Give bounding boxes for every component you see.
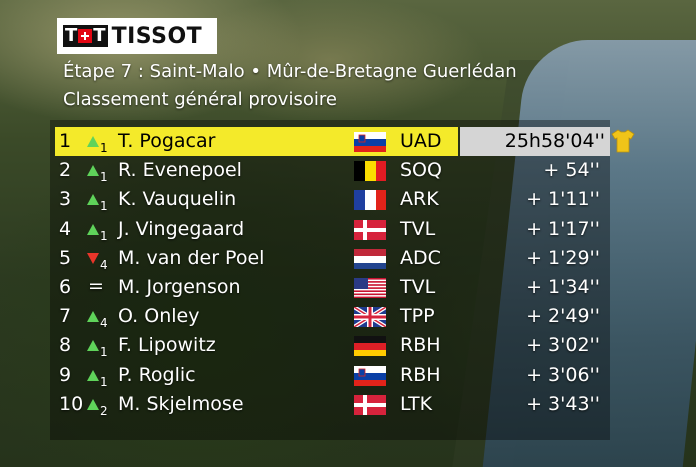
gap-time: + 1'11'' xyxy=(526,188,600,211)
team-code: TVL xyxy=(400,275,436,298)
rider-name: R. Evenepoel xyxy=(118,159,242,182)
rank: 6 xyxy=(59,275,72,298)
trend-indicator: = xyxy=(87,275,109,299)
team-code: ADC xyxy=(400,246,441,269)
rank: 3 xyxy=(59,188,72,211)
netherlands-flag xyxy=(354,248,386,269)
france-flag xyxy=(354,190,386,211)
tissot-wordmark: TISSOT xyxy=(111,23,203,49)
rank-change: 4 xyxy=(100,316,108,331)
standings-row: 7 4 O. Onley TPP + 2'49'' xyxy=(55,302,637,331)
gap-time: + 1'17'' xyxy=(526,217,600,240)
rank-change: 1 xyxy=(100,199,108,214)
standings-row: 10 2 M. Skjelmose LTK + 3'43'' xyxy=(55,390,637,419)
up-arrow-icon xyxy=(87,369,99,381)
slovenia-flag xyxy=(354,365,386,386)
standings-row: 8 1 F. Lipowitz RBH + 3'02'' xyxy=(55,331,637,360)
trend-indicator: 1 xyxy=(87,339,109,360)
usa-flag xyxy=(354,277,386,298)
down-arrow-icon xyxy=(87,252,99,264)
rank: 9 xyxy=(59,363,72,386)
gap-time: + 1'29'' xyxy=(526,246,600,269)
standings-row: 6 = M. Jorgenson TVL + 1'34'' xyxy=(55,273,637,302)
up-arrow-icon xyxy=(87,136,99,147)
trend-indicator: 1 xyxy=(87,369,109,389)
rider-name: O. Onley xyxy=(118,305,200,328)
team-code: ARK xyxy=(400,188,439,211)
standings-row: 5 4 M. van der Poel ADC + 1'29'' xyxy=(55,244,637,273)
standings-row: 9 1 P. Roglic RBH + 3'06'' xyxy=(55,361,637,390)
trend-indicator: 1 xyxy=(87,193,109,214)
germany-flag xyxy=(354,336,386,357)
team-code: RBH xyxy=(400,334,441,357)
rider-name: P. Roglic xyxy=(118,363,196,386)
yellow-jersey-icon xyxy=(611,128,635,154)
up-arrow-icon xyxy=(87,165,99,177)
unchanged-icon: = xyxy=(88,274,104,297)
rank-change: 1 xyxy=(100,170,108,185)
rider-name: K. Vauquelin xyxy=(118,188,237,211)
up-arrow-icon xyxy=(87,311,99,323)
gap-time: + 3'43'' xyxy=(526,392,600,415)
trend-indicator: 4 xyxy=(87,310,109,331)
standings-row: 3 1 K. Vauquelin ARK + 1'11'' xyxy=(55,185,637,214)
leader-highlight xyxy=(55,127,458,156)
denmark-flag xyxy=(354,219,386,240)
denmark-flag xyxy=(354,394,386,415)
rank: 5 xyxy=(59,246,72,269)
standings-row: 2 1 R. Evenepoel SOQ + 54'' xyxy=(55,156,637,185)
standings-table: 1 1 T. Pogacar UAD 25h58'04'' 2 1 R. Evenepoel S… xyxy=(55,127,637,419)
rank: 7 xyxy=(59,305,72,328)
standings-row: 1 1 T. Pogacar UAD 25h58'04'' xyxy=(55,127,637,156)
slovenia-flag xyxy=(354,132,386,152)
rider-name: M. Jorgenson xyxy=(118,275,241,298)
rank-change: 1 xyxy=(100,374,108,389)
team-code: TVL xyxy=(400,217,436,240)
rank: 2 xyxy=(59,159,72,182)
rider-name: T. Pogacar xyxy=(118,130,216,152)
trend-indicator: 1 xyxy=(87,135,109,155)
rider-name: J. Vingegaard xyxy=(118,217,245,240)
rank-change: 4 xyxy=(100,257,108,272)
rider-name: M. van der Poel xyxy=(118,246,265,269)
gap-time: + 2'49'' xyxy=(526,305,600,328)
belgium-flag xyxy=(354,161,386,182)
up-arrow-icon xyxy=(87,194,99,206)
rank: 10 xyxy=(59,392,84,415)
team-code: RBH xyxy=(400,363,441,386)
up-arrow-icon xyxy=(87,340,99,352)
team-code: TPP xyxy=(400,305,435,328)
trend-indicator: 4 xyxy=(87,252,109,272)
gap-time: + 1'34'' xyxy=(526,275,600,298)
leader-time-box xyxy=(460,127,610,156)
rank: 8 xyxy=(59,334,72,357)
trend-indicator: 1 xyxy=(87,223,109,243)
rank-change: 1 xyxy=(100,141,108,155)
team-code: LTK xyxy=(400,392,433,415)
gap-time: + 3'02'' xyxy=(526,334,600,357)
team-code: UAD xyxy=(400,130,442,152)
gap-time: 25h58'04'' xyxy=(504,130,605,152)
gap-time: + 3'06'' xyxy=(526,363,600,386)
stage-title: Étape 7 : Saint-Malo • Mûr-de-Bretagne G… xyxy=(63,61,517,82)
trend-indicator: 2 xyxy=(87,398,109,418)
team-code: SOQ xyxy=(400,159,442,182)
rank-change: 1 xyxy=(100,345,108,360)
uk-flag xyxy=(354,307,386,328)
rider-name: F. Lipowitz xyxy=(118,334,216,357)
up-arrow-icon xyxy=(87,223,99,235)
rank: 4 xyxy=(59,217,72,240)
classification-subtitle: Classement général provisoire xyxy=(63,89,337,110)
rank: 1 xyxy=(59,130,72,152)
trend-indicator: 1 xyxy=(87,164,109,185)
standings-row: 4 1 J. Vingegaard TVL + 1'17'' xyxy=(55,215,637,244)
rank-change: 2 xyxy=(100,403,108,418)
rank-change: 1 xyxy=(100,228,108,243)
rider-name: M. Skjelmose xyxy=(118,392,244,415)
up-arrow-icon xyxy=(87,398,99,410)
gap-time: + 54'' xyxy=(543,159,600,182)
